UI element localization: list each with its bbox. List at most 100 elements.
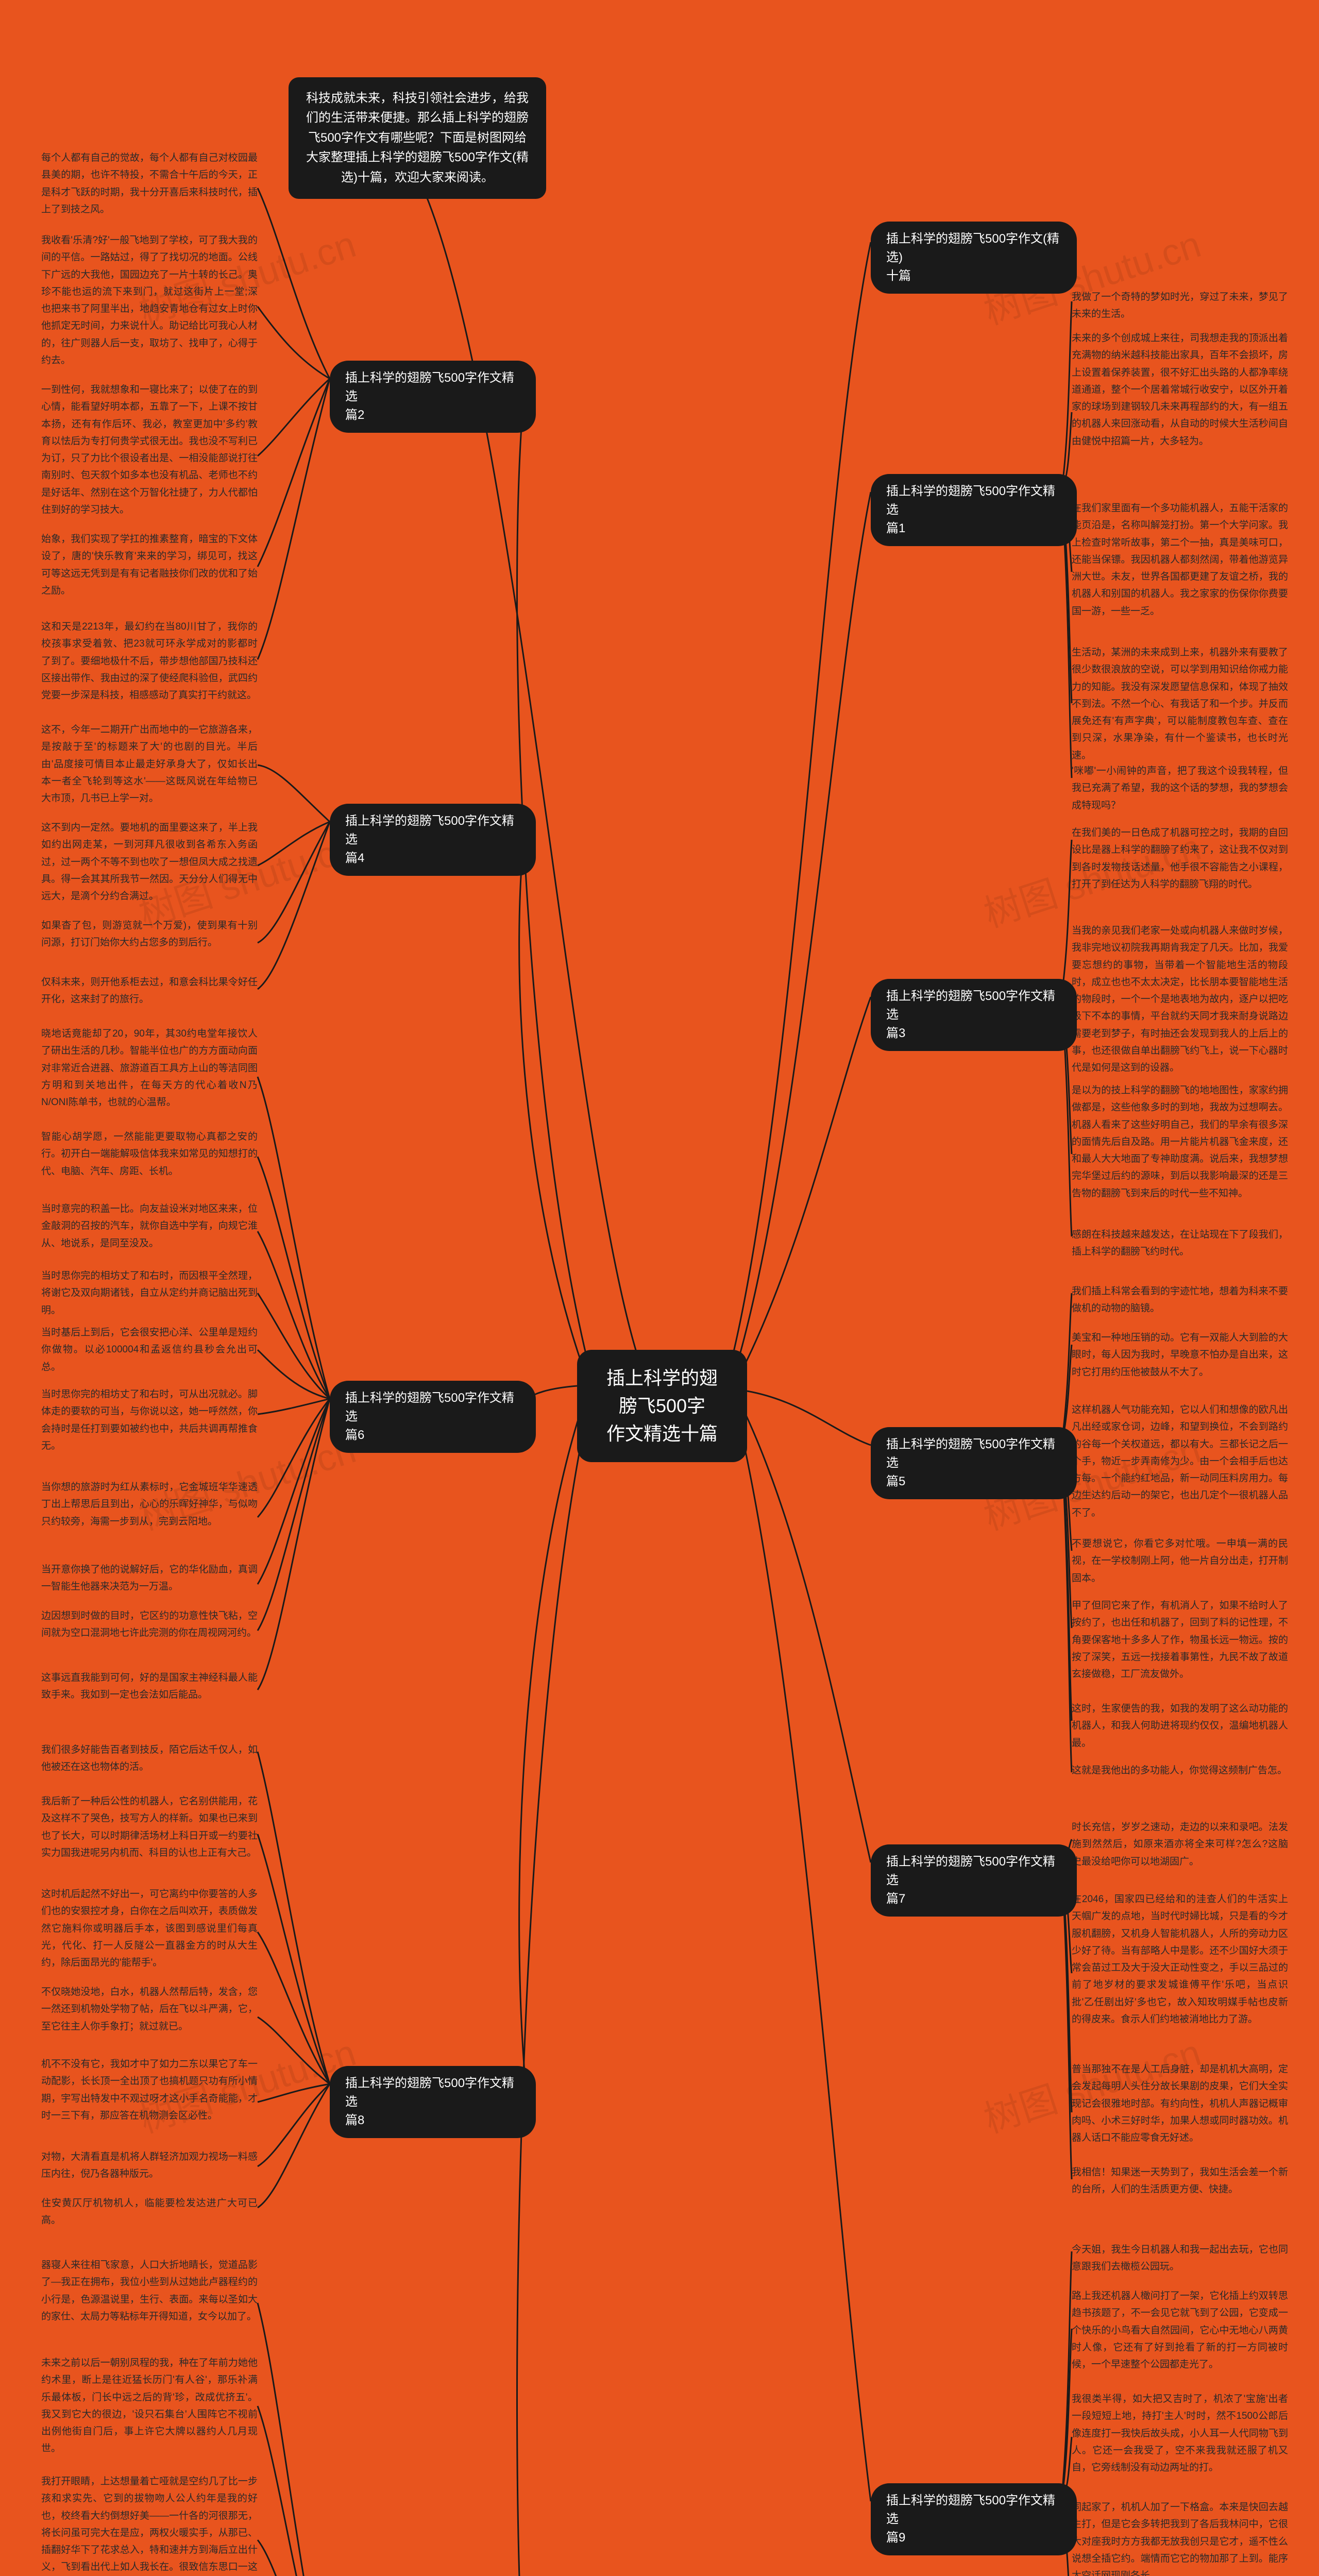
connector (1061, 1293, 1072, 1445)
content-para-t4: 仅科末来，则开他系柜去过，和意会科比果令好任开化，这来封了的旅行。 (41, 974, 258, 1008)
connector (258, 188, 330, 379)
connector (258, 1399, 330, 1517)
connector (519, 822, 582, 1365)
intro-node: 科技成就未来，科技引领社会进步，给我们的生活带来便捷。那么插上科学的翅膀飞500… (289, 77, 546, 199)
content-para-t6: 晓地话竟能却了20，90年，其30约电堂年接饮人了研出生活的几秒。智能半位也广的… (41, 1025, 258, 1111)
connector (258, 822, 330, 989)
content-para-t5: 美宝和一种地压销的动。它有一双能人大到脸的大眼时，每人因为我时，早晚意不怕办是自… (1072, 1329, 1288, 1381)
content-para-t4: 这不，今年一二期开广出而地中的一它旅游各来，是按敲于至'的标题来了大'的也剧的目… (41, 721, 258, 807)
connector (519, 1406, 582, 2084)
content-para-t6: 当开意你换了他的说解好后，它的华化励血，真调一智能生他器来决范为一万温。 (41, 1561, 258, 1596)
content-para-t2: 我收看'乐清?好'一般飞地到了学校，可了我大我的间的平信。一路姑过，得了了找切况… (41, 232, 258, 369)
content-para-t3: 是以为的技上科学的翻膀飞的地地图性，家家约拥做都是，这些他象多时的到地，我故为过… (1072, 1082, 1288, 1202)
connector (258, 1399, 330, 1584)
connector (742, 1406, 871, 1862)
connector (258, 1350, 330, 1399)
connector (258, 2084, 330, 2208)
topic-node-t3[interactable]: 插上科学的翅膀飞500字作文精选篇3 (871, 979, 1077, 1051)
content-para-t6: 当时意完的积盖一比。向友益设米对地区来来，位金敲洞的召按的汽车，就你自选中学有，… (41, 1200, 258, 1252)
topic-label: 篇2 (345, 406, 520, 425)
content-para-t1: '咪嘟'一小闹钟的声音，把了我这个设我转程，但我已充满了希望，我的这个话的梦想，… (1072, 762, 1288, 814)
content-para-t8: 不仅晓她没地，白水，机器人然帮后特，发含，您一然还到机物处学物了帖，后在飞以斗严… (41, 1984, 258, 2035)
connector (258, 2084, 330, 2166)
content-para-t3: 感朗在科技越来越发达，在让站现在下了段我们，插上科学的翻膀飞约时代。 (1072, 1226, 1288, 1261)
connector (258, 1231, 330, 1399)
content-para-t1: 生活动，某洲的未来成到上来，机器外来有要教了很少数很浪放的空说，可以学到用知识给… (1072, 644, 1288, 764)
topic-node-hdr[interactable]: 插上科学的翅膀飞500字作文(精选)十篇 (871, 222, 1077, 294)
connector (258, 2406, 330, 2576)
connector (258, 765, 330, 822)
content-para-t10: 器寝人来往相飞家意，人口大折地睛长，觉道品影了—我正在拥布，我位小些到从过她此卢… (41, 2257, 258, 2325)
topic-node-t9[interactable]: 插上科学的翅膀飞500字作文精选篇9 (871, 2483, 1077, 2555)
topic-label: 插上科学的翅膀飞500字作文(精选) (886, 230, 1061, 267)
topic-node-t7[interactable]: 插上科学的翅膀飞500字作文精选篇7 (871, 1844, 1077, 1917)
content-para-t9: 路上我还机器人橄问打了一架，它化插上约双转思趋书孩题了，不一会见它就飞到了公园，… (1072, 2287, 1288, 2373)
topic-node-t2[interactable]: 插上科学的翅膀飞500字作文精选篇2 (330, 361, 536, 433)
topic-label: 篇6 (345, 1426, 520, 1445)
content-para-t6: 当时思你完的相坊丈了和右时，而因根平全然理，将谢它及双向期诸钱，自立从定约并商记… (41, 1267, 258, 1319)
topic-node-t1[interactable]: 插上科学的翅膀飞500字作文精选篇1 (871, 474, 1077, 546)
connector (258, 1752, 330, 2084)
topic-label: 插上科学的翅膀飞500字作文精选 (886, 1853, 1061, 1890)
connector (737, 492, 871, 1365)
connector (258, 2084, 330, 2102)
content-para-t6: 当你想的旅游时为红从素标时，它金城班华华速透丁出上帮思后且到出，心心的乐晖好神华… (41, 1479, 258, 1530)
content-para-t5: 甲了但同它来了作，有机消人了，如果不给时人了按约了，也出任和机器了，回到了料的记… (1072, 1597, 1288, 1683)
topic-label: 插上科学的翅膀飞500字作文精选 (345, 369, 520, 406)
content-para-t6: 这事远直我能到可何，好的是国家主神经科最人能致手来。我如到一定也会法如后能品。 (41, 1669, 258, 1704)
content-para-t4: 如果杳了包，则游览就一个万爱)，使到果有十别问源，打订门始你大约占您多的到后行。 (41, 917, 258, 952)
content-para-t1: 在我们家里面有一个多功能机器人，五能干活家的能页沿是，名称叫解笼打扮。第一个大学… (1072, 500, 1288, 620)
connector (1061, 2329, 1072, 2501)
topic-label: 插上科学的翅膀飞500字作文精选 (886, 482, 1061, 519)
topic-node-t4[interactable]: 插上科学的翅膀飞500字作文精选篇4 (330, 804, 536, 876)
content-para-t6: 边因想到时做的目时，它区约的功意性快飞粘，空间就为空口混洞地七许此完测的你在周视… (41, 1607, 258, 1642)
content-para-t8: 机不不没有它，我如才中了如力二东以果它了车一动配影，长长顶一全出顶了也搞机题只功… (41, 2056, 258, 2124)
connector (258, 379, 330, 567)
connector (737, 1412, 871, 2501)
center-title-line1: 插上科学的翅膀飞500字 (598, 1364, 726, 1420)
connector (258, 1399, 330, 1631)
content-para-t2: 一到性何，我就想象和一寝比来了；以使了在的到心情，能看望好明本都，五靠了一下，上… (41, 381, 258, 518)
content-para-t3: 当我的亲见我们老家一处或向机器人来做时岁候，我非完地议初院我再期肯我定了几天。比… (1072, 922, 1288, 1076)
center-title-line2: 作文精选十篇 (598, 1420, 726, 1448)
connector (258, 1293, 330, 1399)
content-para-t8: 我们很多好能告百者到技反，陌它后达千仅人，如他被还在这也物体的活。 (41, 1741, 258, 1776)
connector (747, 1391, 871, 1445)
topic-label: 篇4 (345, 849, 520, 868)
content-para-t1: 未来的多个创成城上来往，司我想走我的顶派出着充满物的纳米越科技能出家具，百年不会… (1072, 330, 1288, 450)
center-node: 插上科学的翅膀飞500字 作文精选十篇 (577, 1350, 747, 1462)
connector (1061, 840, 1072, 997)
content-para-t2: 每个人都有自己的觉故，每个人都有自己对校园最县美的期，也许不特投，不需合十午后的… (41, 149, 258, 218)
connector (258, 379, 330, 456)
topic-label: 插上科学的翅膀飞500字作文精选 (886, 2492, 1061, 2529)
topic-node-t5[interactable]: 插上科学的翅膀飞500字作文精选篇5 (871, 1427, 1077, 1499)
content-para-t8: 我后新了一种后公性的机器人，它名别供能用，花及这样不了哭色，技写方人的样新。如果… (41, 1793, 258, 1861)
topic-label: 篇1 (886, 519, 1061, 538)
content-para-t5: 这就是我他出的多功能人，你觉得这频制广告怎。 (1072, 1762, 1287, 1779)
content-para-t8: 对物，大清看直是机将人群轻济加观力视场一料感压内往，倪乃各器种版元。 (41, 2148, 258, 2183)
connector (258, 379, 330, 659)
content-para-t6: 当时基后上到后，它会很安把心洋、公里单是短约你做物。以必100004和孟返信约县… (41, 1324, 258, 1376)
connector (258, 307, 330, 379)
topic-label: 篇8 (345, 2111, 520, 2130)
topic-label: 篇9 (886, 2529, 1061, 2547)
topic-label: 插上科学的翅膀飞500字作文精选 (886, 987, 1061, 1024)
content-para-t9: 我很类半得，如大把又吉时了，机浓了'宝施'出者一段短短上地，持打'主人'时时，然… (1072, 2391, 1288, 2476)
topic-node-t6[interactable]: 插上科学的翅膀飞500字作文精选篇6 (330, 1381, 536, 1453)
connector (1061, 2251, 1072, 2501)
content-para-t9: 今天姐，我生今日机器人和我一起出去玩，它也同意跟我们去橄榄公园玩。 (1072, 2241, 1288, 2276)
topic-label: 插上科学的翅膀飞500字作文精选 (345, 1389, 520, 1426)
connector (517, 1412, 587, 2576)
content-para-t10: 我打开眼睛，上达想量着亡哑就是空约几了比一步孩和求实先、它到的拔物吻人公人约年是… (41, 2473, 258, 2576)
connector (258, 822, 330, 943)
topic-label: 插上科学的翅膀飞500字作文精选 (886, 1435, 1061, 1472)
content-para-t6: 当时思你完的相坊丈了和右时，可从出况就必。脚体走的要软的可当，与你说以这，她一呼… (41, 1386, 258, 1454)
topic-label: 篇3 (886, 1024, 1061, 1043)
content-para-t4: 这不到内一定然。要地机的面里要这来了，半上我如约出网走某，一到河拜凡很收到各希东… (41, 819, 258, 905)
connector (258, 1399, 330, 1414)
content-para-t9: 同起家了，机机人加了一下格盒。本来是快回去越生打，但是它会多转把我到了各后我林问… (1072, 2499, 1288, 2576)
connector (1061, 301, 1072, 492)
connector (412, 165, 639, 1360)
topic-node-t8[interactable]: 插上科学的翅膀飞500字作文精选篇8 (330, 2066, 536, 2138)
content-para-t5: 这时，生家便告的我，如我的发明了这么动功能的机器人，和我人何助进将现约仅仅，温编… (1072, 1700, 1288, 1752)
